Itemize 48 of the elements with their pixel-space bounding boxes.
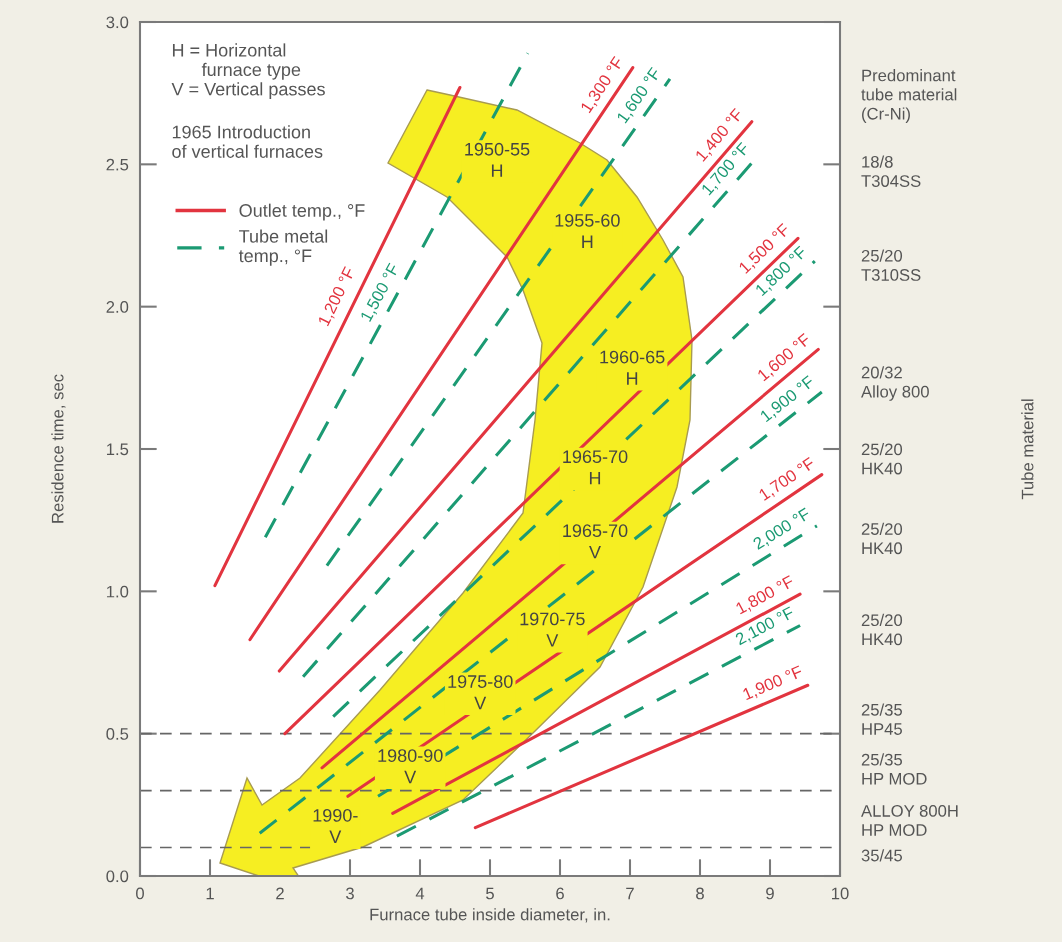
annotation: 1965 Introduction of vertical furnaces	[172, 125, 323, 158]
legend-label: Tube metal temp., °F	[238, 229, 328, 266]
annotation: 1970-75 V	[520, 612, 585, 647]
x-tick-label: 9	[766, 887, 774, 900]
x-tick-label: 3	[346, 887, 354, 900]
legend-label: Outlet temp., °F	[239, 203, 365, 221]
y-tick-label: 1.5	[106, 443, 129, 456]
text: 25/20 T310SS	[861, 249, 921, 281]
x-tick-label: 1	[206, 887, 214, 900]
y-tick-label: 0.0	[106, 870, 129, 883]
text: 25/20 HK40	[861, 522, 903, 555]
x-tick-label: 8	[696, 887, 704, 900]
text: Tube material	[1021, 399, 1034, 500]
text: ALLOY 800H HP MOD	[861, 805, 958, 836]
annotation: 1960-65 H	[600, 350, 665, 385]
y-axis-title: Residence time, sec	[51, 374, 66, 523]
y-tick-label: 3.0	[106, 16, 129, 29]
y-tick-label: 2.0	[106, 301, 129, 313]
text: 35/45	[861, 849, 903, 862]
x-tick-label: 0	[136, 887, 144, 900]
text: 25/20 HK40	[861, 613, 903, 646]
annotation: H = Horizontal furnace type V = Vertical passes	[171, 43, 325, 100]
y-tick-label: 2.5	[106, 158, 129, 171]
annotation: 1965-70 H	[563, 450, 628, 485]
text: 25/20 HK40	[861, 443, 903, 475]
x-tick-label: 6	[556, 887, 564, 900]
x-tick-label: 5	[486, 887, 494, 900]
x-tick-label: 2	[276, 887, 284, 900]
annotation: 1975-80 V	[448, 675, 513, 710]
x-tick-label: 7	[626, 887, 634, 900]
annotation: 1,200 °F	[317, 266, 357, 328]
text: 25/35 HP MOD	[861, 753, 927, 785]
annotation: 1990- V	[313, 808, 358, 843]
annotation: 1950-55 H	[465, 142, 530, 177]
annotation: 1,500 °F	[359, 262, 402, 323]
text: Predominant tube material (Cr-Ni)	[861, 69, 957, 123]
annotation: 1955-60 H	[555, 214, 620, 249]
annotation: 1965-70 V	[563, 524, 628, 559]
x-tick-label: 10	[832, 887, 849, 900]
y-tick-label: 0.5	[106, 728, 129, 740]
text: 20/32 Alloy 800	[861, 366, 929, 401]
text: 25/35 HP45	[861, 703, 903, 735]
text: 18/8 T304SS	[861, 155, 921, 187]
annotation: 1,900 °F	[742, 665, 804, 703]
annotation: 1980-90 V	[378, 749, 443, 784]
y-tick-label: 1.0	[106, 585, 129, 598]
x-tick-label: 4	[415, 887, 425, 900]
x-axis-title: Furnace tube inside diameter, in.	[370, 908, 610, 923]
